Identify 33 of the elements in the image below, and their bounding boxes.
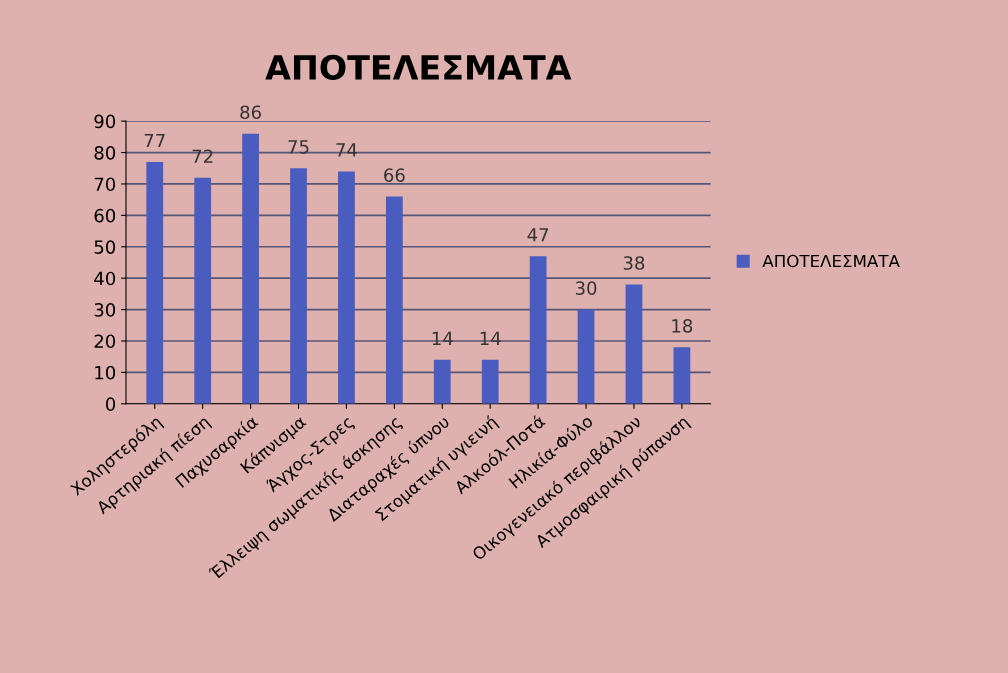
data-label: 38: [623, 256, 645, 270]
y-tick-label: 50: [94, 240, 116, 254]
bar: [194, 177, 212, 404]
bar: [146, 161, 164, 404]
y-tick-label: 10: [95, 365, 116, 380]
data-label: 66: [384, 168, 405, 182]
y-tick-label: 20: [94, 334, 116, 349]
y-tick-label: 40: [94, 271, 116, 286]
bar: [673, 347, 691, 404]
y-tick-label: 90: [94, 114, 116, 129]
bar: [385, 196, 403, 404]
y-tick-label: 0: [105, 397, 116, 411]
bar: [481, 359, 499, 404]
y-tick-label: 30: [94, 303, 116, 317]
data-label: 30: [575, 281, 597, 295]
y-tick-label: 80: [94, 146, 116, 160]
legend-label: ΑΠΟΤΕΛΕΣΜΑΤΑ: [762, 254, 900, 268]
bar: [625, 284, 643, 404]
chart-title: ΑΠΟΤΕΛΕΣΜΑΤΑ: [265, 54, 572, 80]
bar: [433, 359, 451, 404]
bar: [242, 133, 259, 404]
data-label: 86: [240, 105, 261, 120]
bar: [529, 256, 547, 404]
bar: [577, 309, 595, 404]
y-tick-label: 70: [94, 177, 116, 192]
bar: [338, 171, 355, 404]
data-label: 75: [288, 140, 309, 154]
y-tick-label: 60: [94, 208, 116, 223]
data-label: 47: [527, 228, 549, 242]
data-label: 77: [144, 133, 165, 148]
data-label: 72: [192, 149, 213, 163]
data-label: 18: [672, 319, 693, 333]
bar: [290, 168, 307, 404]
